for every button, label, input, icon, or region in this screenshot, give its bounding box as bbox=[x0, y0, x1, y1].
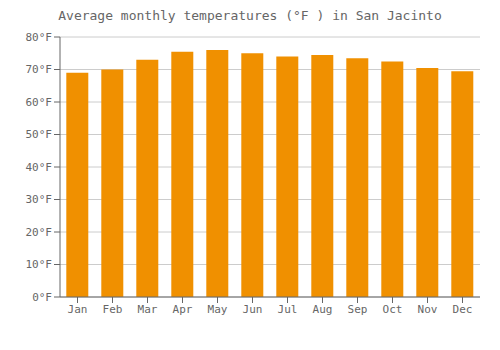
svg-text:Mar: Mar bbox=[138, 303, 158, 316]
svg-text:Apr: Apr bbox=[173, 303, 193, 316]
svg-text:Nov: Nov bbox=[418, 303, 438, 316]
html-text:Average monthly temperatures (: Average monthly temperatures (°F ) in Sa… bbox=[58, 8, 442, 23]
svg-text:Jul: Jul bbox=[278, 303, 298, 316]
svg-text:Jan: Jan bbox=[68, 303, 88, 316]
svg-text:Oct: Oct bbox=[383, 303, 403, 316]
svg-text:May: May bbox=[208, 303, 228, 316]
svg-text:50°F: 50°F bbox=[26, 128, 53, 141]
svg-text:70°F: 70°F bbox=[26, 63, 53, 76]
svg-text:Sep: Sep bbox=[348, 303, 368, 316]
svg-text:Feb: Feb bbox=[103, 303, 123, 316]
svg-text:0°F: 0°F bbox=[32, 291, 52, 304]
svg-text:Aug: Aug bbox=[313, 303, 333, 316]
svg-text:20°F: 20°F bbox=[26, 226, 53, 239]
svg-text:Jun: Jun bbox=[243, 303, 263, 316]
svg-text:10°F: 10°F bbox=[26, 258, 53, 271]
svg-text:40°F: 40°F bbox=[26, 161, 53, 174]
svg-text:30°F: 30°F bbox=[26, 193, 53, 206]
svg-text:80°F: 80°F bbox=[26, 31, 53, 44]
svg-text:60°F: 60°F bbox=[26, 96, 53, 109]
svg-text:Dec: Dec bbox=[453, 303, 473, 316]
